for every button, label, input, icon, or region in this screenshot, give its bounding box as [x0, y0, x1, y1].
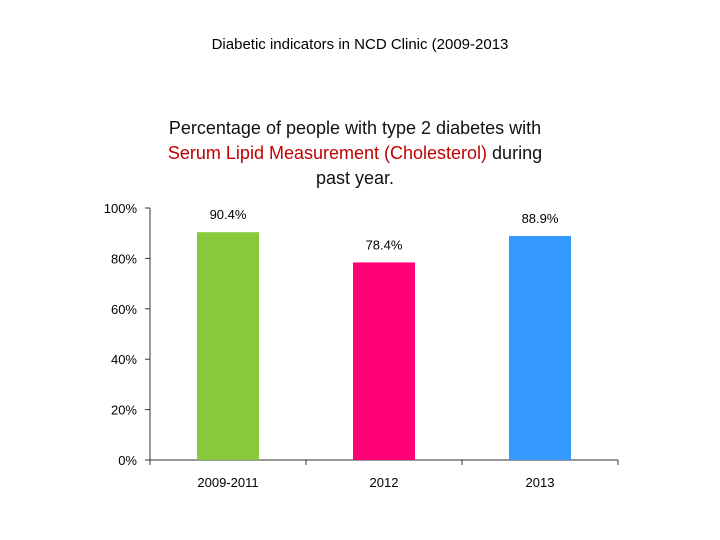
chart-title-line-2-rest: during: [487, 143, 543, 163]
bars: [197, 232, 571, 460]
y-tick-label: 20%: [111, 403, 137, 418]
bar-2009-2011: [197, 232, 259, 460]
y-tick-label: 100%: [104, 201, 138, 216]
y-axis: 0% 20% 40% 60% 80% 100%: [104, 201, 151, 468]
chart-title-line-2: Serum Lipid Measurement (Cholesterol) du…: [135, 141, 575, 166]
page-title: Diabetic indicators in NCD Clinic (2009-…: [211, 36, 509, 53]
bar-2012: [353, 262, 415, 460]
x-tick-label-2013: 2013: [526, 475, 555, 490]
bar-2013: [509, 235, 571, 460]
data-labels: 90.4% 78.4% 88.9%: [210, 207, 559, 252]
y-tick-label: 60%: [111, 302, 137, 317]
y-tick-label: 80%: [111, 251, 137, 266]
x-axis: 2009-2011 2012 2013: [149, 459, 619, 490]
x-tick-label-2009-2011: 2009-2011: [197, 475, 258, 490]
chart-title-line-1: Percentage of people with type 2 diabete…: [168, 118, 542, 138]
chart-title: Percentage of people with type 2 diabete…: [135, 116, 575, 191]
y-tick-label: 40%: [111, 352, 137, 367]
data-label-2009-2011: 90.4%: [210, 207, 247, 222]
chart-title-highlight: Serum Lipid Measurement (Cholesterol): [167, 143, 488, 163]
data-label-2013: 88.9%: [522, 211, 559, 226]
chart-title-line-3: past year.: [315, 168, 395, 188]
x-tick-label-2012: 2012: [370, 475, 399, 490]
y-tick-label: 0%: [118, 453, 137, 468]
data-label-2012: 78.4%: [366, 237, 403, 252]
